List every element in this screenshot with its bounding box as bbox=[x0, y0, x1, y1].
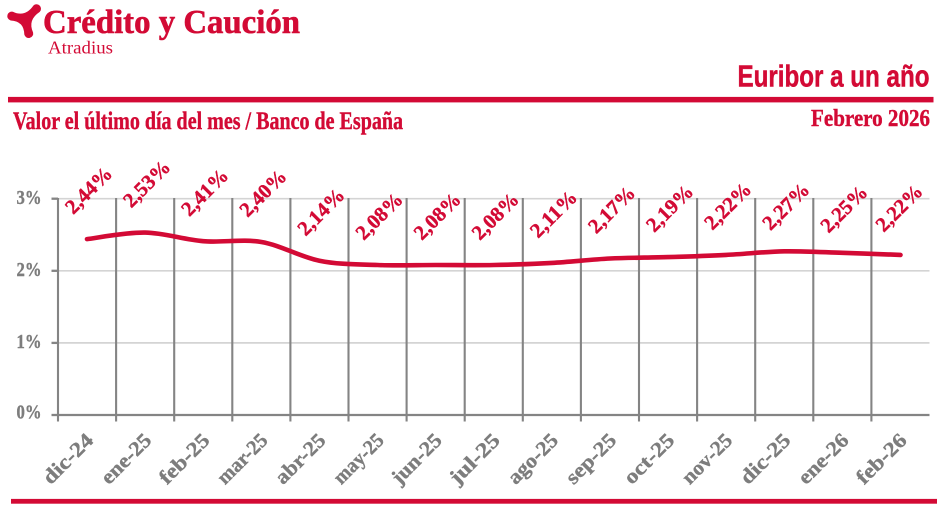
svg-text:Febrero 2026: Febrero 2026 bbox=[811, 106, 930, 132]
svg-text:0%: 0% bbox=[17, 402, 42, 424]
svg-text:2%: 2% bbox=[17, 259, 42, 281]
svg-text:Valor el último día del mes /: Valor el último día del mes / Banco de E… bbox=[13, 108, 403, 135]
svg-text:1%: 1% bbox=[17, 331, 42, 353]
svg-text:3%: 3% bbox=[17, 187, 42, 209]
svg-text:Euribor a un año: Euribor a un año bbox=[738, 58, 930, 93]
svg-text:Crédito y Caución: Crédito y Caución bbox=[43, 4, 300, 41]
svg-text:Atradius: Atradius bbox=[48, 38, 113, 58]
